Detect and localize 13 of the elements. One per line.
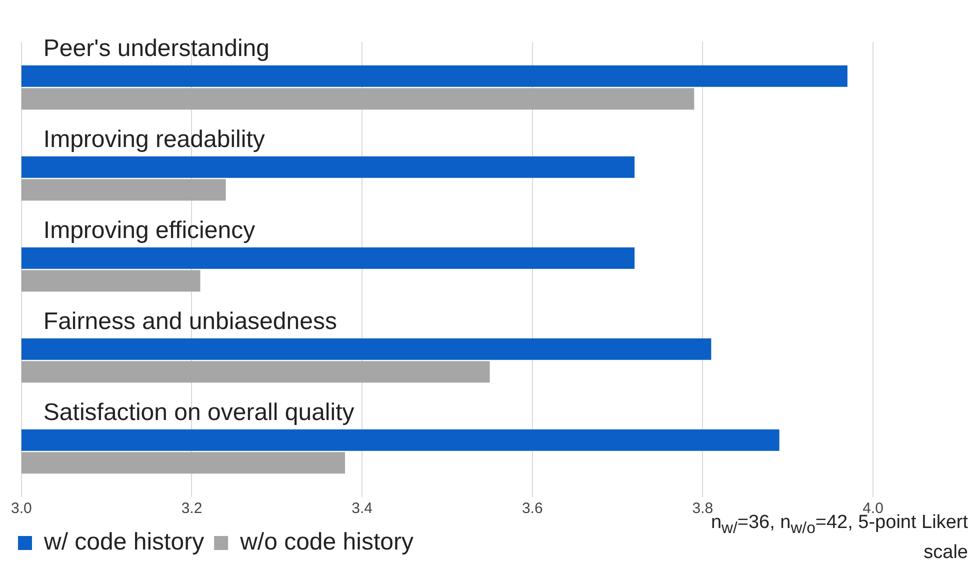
y-tick-label: Peer's understanding — [43, 35, 270, 62]
x-tick-label: 3.4 — [352, 500, 372, 518]
y-tick-label: Satisfaction on overall quality — [43, 399, 354, 426]
x-tick-label: 3.0 — [10, 500, 32, 518]
y-tick-label: Improving efficiency — [43, 217, 256, 244]
legend-label: w/ code history — [43, 528, 204, 556]
x-tick-label: 3.6 — [522, 500, 543, 518]
text: n$_{w/}$=36, n$_{w/o}$=42, 5-point Likert scale — [710, 512, 968, 563]
y-tick-label: Fairness and unbiasedness — [43, 308, 337, 336]
y-tick-label: Improving readability — [43, 126, 265, 154]
legend-label: w/o code history — [239, 528, 414, 556]
x-tick-label: 3.8 — [692, 500, 714, 518]
x-tick-label: 3.2 — [181, 500, 202, 518]
